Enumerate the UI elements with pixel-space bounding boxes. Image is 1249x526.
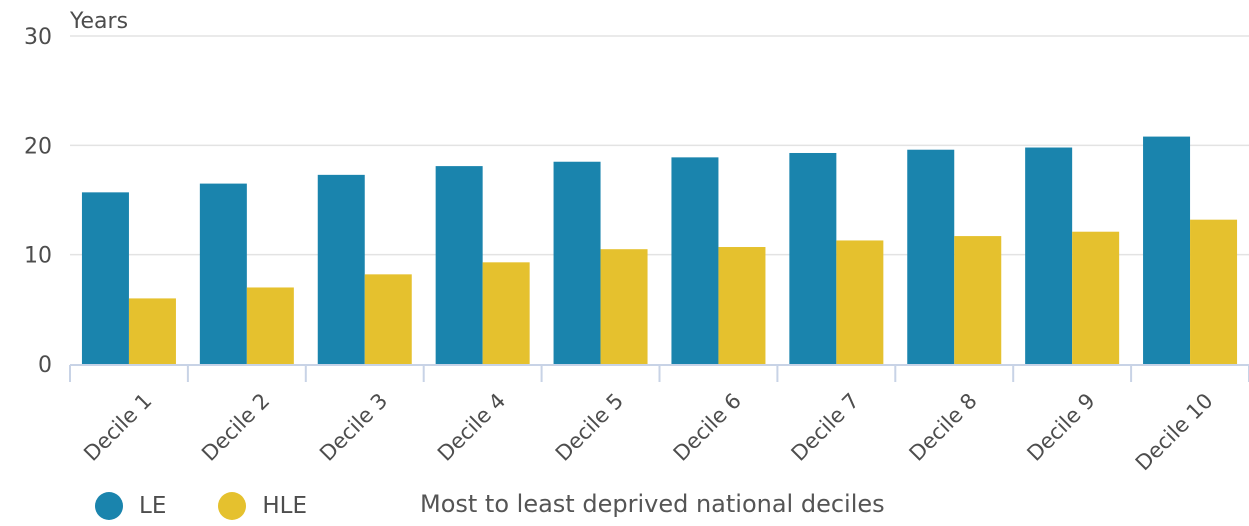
x-tick-label: Decile 7 [787, 389, 864, 466]
y-tick-label: 0 [38, 353, 52, 378]
bar-hle[interactable] [836, 240, 884, 364]
x-tick-label: Decile 2 [197, 389, 274, 466]
y-tick-label: 20 [24, 134, 52, 159]
bar-hle[interactable] [954, 236, 1002, 364]
bars [81, 136, 1238, 364]
bar-le[interactable] [81, 192, 129, 364]
legend-marker-hle [218, 492, 247, 520]
x-tick-label: Decile 3 [315, 389, 392, 466]
y-axis-label: Years [69, 9, 128, 34]
bar-le[interactable] [199, 183, 247, 364]
bar-hle[interactable] [1072, 231, 1120, 364]
bar-le[interactable] [1143, 136, 1191, 364]
y-tick-label: 10 [24, 244, 52, 269]
y-tick-label: 30 [24, 25, 52, 50]
x-tick-label: Decile 9 [1022, 389, 1099, 466]
legend-label-hle: HLE [262, 493, 308, 519]
bar-hle[interactable] [246, 287, 294, 364]
x-tick-label: Decile 5 [551, 389, 628, 466]
bar-le[interactable] [435, 166, 483, 364]
bar-le[interactable] [317, 174, 365, 364]
bar-hle[interactable] [128, 298, 176, 364]
legend-item-hle[interactable]: HLE [218, 492, 307, 520]
bar-le[interactable] [671, 157, 719, 364]
bar-le[interactable] [1025, 147, 1073, 364]
bar-hle[interactable] [600, 249, 648, 364]
y-axis-ticks: 0 10 20 30 [24, 25, 52, 378]
x-tick-label: Decile 4 [433, 389, 510, 466]
bar-hle[interactable] [718, 247, 766, 364]
x-tick-label: Decile 10 [1131, 389, 1218, 476]
x-tick-label: Decile 6 [669, 389, 746, 466]
legend-item-le[interactable]: LE [95, 492, 166, 520]
x-axis: Decile 1 Decile 2 Decile 3 Decile 4 Decile 5… [69, 364, 1249, 476]
x-tick-label: Decile 8 [905, 389, 982, 466]
bar-hle[interactable] [482, 262, 530, 364]
x-axis-title: Most to least deprived national deciles [420, 490, 885, 518]
bar-le[interactable] [789, 152, 837, 364]
legend: LE HLE [95, 488, 359, 524]
bar-hle[interactable] [364, 274, 412, 364]
bar-le[interactable] [553, 161, 601, 364]
bar-le[interactable] [907, 149, 955, 364]
bar-hle[interactable] [1190, 219, 1238, 364]
legend-label-le: LE [139, 493, 167, 519]
legend-marker-le [95, 492, 123, 520]
x-tick-label: Decile 1 [79, 389, 156, 466]
